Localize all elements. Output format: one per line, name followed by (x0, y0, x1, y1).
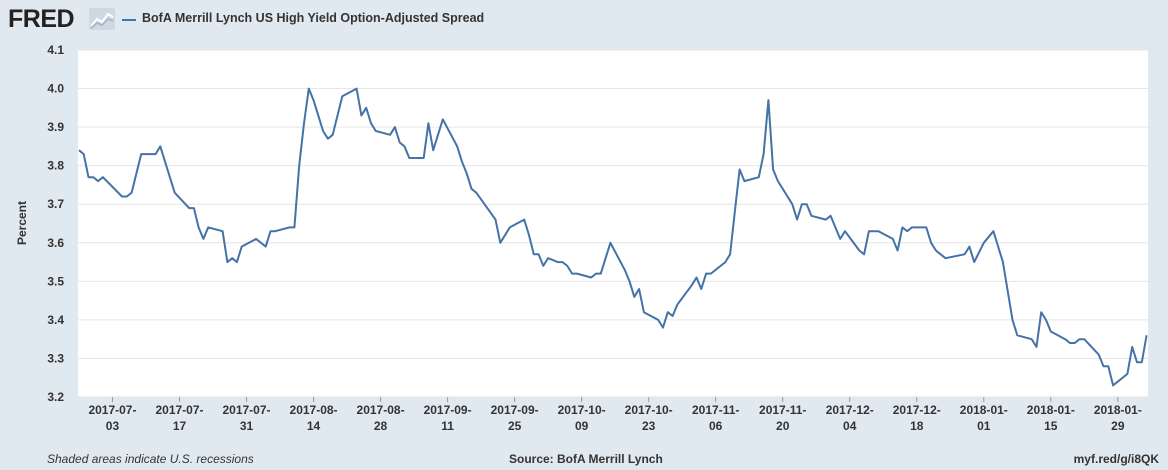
x-tick-label: 2018-01- (1094, 403, 1142, 417)
x-tick-label: 28 (374, 419, 388, 433)
x-tick-label: 03 (106, 419, 120, 433)
x-tick-label: 2017-07- (222, 403, 270, 417)
x-tick-label: 11 (441, 419, 454, 433)
x-tick-label: 2017-11- (692, 403, 739, 417)
x-tick-label: 2017-10- (558, 403, 606, 417)
y-tick-label: 3.5 (47, 274, 64, 288)
x-tick-label: 31 (240, 419, 254, 433)
x-tick-label: 2017-08- (357, 403, 405, 417)
x-tick-label: 09 (575, 419, 589, 433)
y-tick-label: 3.2 (47, 390, 64, 404)
legend-label: BofA Merrill Lynch US High Yield Option-… (142, 11, 485, 25)
gridlines (78, 49, 1148, 398)
y-tick-label: 4.1 (47, 43, 64, 57)
x-tick-label: 01 (977, 419, 991, 433)
x-tick-label: 06 (709, 419, 723, 433)
x-tick-label: 2018-01- (960, 403, 1008, 417)
x-tick-label: 04 (843, 419, 857, 433)
line-chart-icon (89, 8, 115, 30)
short-link[interactable]: myf.red/g/i8QK (1073, 452, 1159, 466)
x-tick-label: 2017-08- (290, 403, 338, 417)
fred-logo[interactable]: FRED (8, 5, 75, 33)
x-tick-label: 23 (642, 419, 656, 433)
x-tick-label: 2018-01- (1027, 403, 1075, 417)
recession-note: Shaded areas indicate U.S. recessions (47, 452, 254, 466)
x-tick-label: 14 (307, 419, 321, 433)
x-tick-label: 15 (1044, 419, 1058, 433)
plot-area (78, 50, 1148, 397)
x-tick-label: 2017-12- (826, 403, 874, 417)
x-tick-label: 2017-09- (491, 403, 539, 417)
x-tick-label: 20 (776, 419, 790, 433)
line-chart[interactable]: 3.2 3.3 3.4 3.5 3.6 3.7 3.8 3.9 4.0 4.1 2017-07- 0… (0, 0, 1168, 448)
x-tick-label: 2017-10- (625, 403, 673, 417)
x-tick-label: 18 (910, 419, 924, 433)
chart-header: FRED BofA Merrill Lynch US High Yield Op… (0, 0, 1168, 40)
y-tick-label: 4.0 (47, 82, 64, 96)
x-tick-label: 2017-07- (155, 403, 203, 417)
x-tick-label: 2017-07- (88, 403, 136, 417)
x-tick-label: 2017-12- (893, 403, 941, 417)
x-axis-ticks: 2017-07- 03 2017-07- 17 2017-07- 31 2017-08- 14… (88, 397, 1142, 433)
x-tick-label: 2017-11- (759, 403, 806, 417)
x-tick-label: 25 (508, 419, 522, 433)
y-axis-ticks: 3.2 3.3 3.4 3.5 3.6 3.7 3.8 3.9 4.0 4.1 (47, 43, 64, 404)
x-tick-label: 2017-09- (424, 403, 472, 417)
y-tick-label: 3.8 (47, 159, 64, 173)
x-tick-label: 17 (173, 419, 187, 433)
legend-swatch (122, 19, 136, 21)
y-tick-label: 3.6 (47, 236, 64, 250)
chart-footer: Shaded areas indicate U.S. recessions So… (0, 448, 1168, 470)
source-text: Source: BofA Merrill Lynch (509, 452, 663, 466)
y-axis-label: Percent (15, 201, 29, 245)
series-line[interactable] (78, 87, 1148, 387)
y-tick-label: 3.9 (47, 120, 64, 134)
y-tick-label: 3.3 (47, 351, 64, 365)
x-tick-label: 29 (1111, 419, 1125, 433)
y-tick-label: 3.7 (47, 197, 64, 211)
y-tick-label: 3.4 (47, 313, 64, 327)
